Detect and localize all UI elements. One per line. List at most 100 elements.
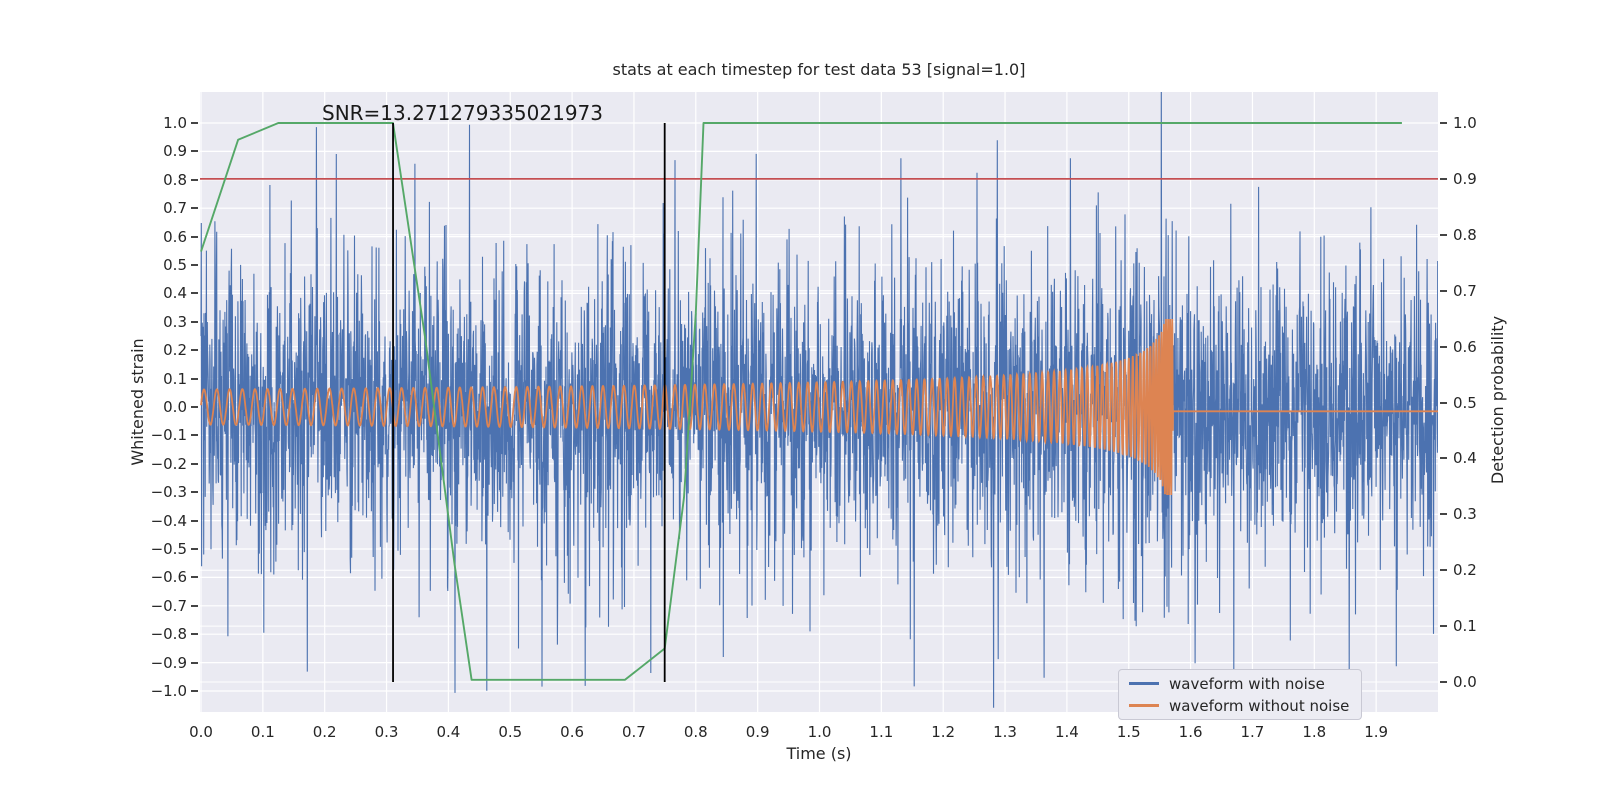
x-axis-label: Time (s) xyxy=(786,744,852,763)
x-tick-label: 1.0 xyxy=(807,723,832,741)
y-right-tick-label: 0.8 xyxy=(1453,225,1477,244)
y-right-tick-label: 0.1 xyxy=(1453,617,1477,636)
x-tick-label: 0.2 xyxy=(312,723,337,741)
x-tick-label: 1.3 xyxy=(993,723,1017,741)
y-left-tick-label: −1.0 xyxy=(150,682,187,700)
legend-swatch-blue-line xyxy=(1129,682,1159,685)
y-left-tick-mark xyxy=(191,207,198,210)
legend-entry-with-noise: waveform with noise xyxy=(1129,674,1351,693)
y-right-tick-label: 0.9 xyxy=(1453,169,1477,188)
x-tick-label: 0.5 xyxy=(498,723,523,741)
x-tick-label: 0.6 xyxy=(560,723,585,741)
x-tick-label: 0.4 xyxy=(436,723,461,741)
y-right-tick-mark xyxy=(1440,122,1447,124)
noise-waveform-path xyxy=(200,92,1438,708)
y-left-tick-label: −0.5 xyxy=(150,540,187,558)
chart-title: stats at each timestep for test data 53 … xyxy=(612,60,1026,79)
y-right-tick-mark xyxy=(1440,513,1447,516)
y-right-tick-mark xyxy=(1440,345,1447,348)
y-left-tick-label: −0.6 xyxy=(150,568,187,587)
y-left-tick-mark xyxy=(191,292,198,295)
y-left-tick-mark xyxy=(191,633,198,636)
y-left-tick-mark xyxy=(191,122,198,124)
x-tick-label: 1.5 xyxy=(1116,723,1141,741)
y-left-tick-label: 0.5 xyxy=(163,256,187,274)
x-tick-label: 1.9 xyxy=(1364,723,1389,741)
y-right-tick-mark xyxy=(1440,177,1447,180)
x-tick-label: 1.4 xyxy=(1054,723,1079,741)
legend-label: waveform without noise xyxy=(1169,696,1350,715)
y-right-tick-label: 0.6 xyxy=(1453,337,1477,356)
y-left-tick-mark xyxy=(191,349,198,352)
y-right-tick-mark xyxy=(1440,569,1447,572)
x-tick-label: 0.7 xyxy=(622,723,646,741)
y-left-tick-mark xyxy=(191,462,198,465)
y-right-tick-label: 0.7 xyxy=(1453,281,1477,300)
y-left-tick-label: −0.1 xyxy=(150,426,187,445)
y-left-tick-label: −0.2 xyxy=(150,454,187,473)
y-left-tick-mark xyxy=(191,264,198,266)
detection-probability-line xyxy=(200,122,1402,681)
y-left-tick-mark xyxy=(191,576,198,579)
y-left-tick-label: 1.0 xyxy=(163,114,187,132)
x-tick-label: 0.9 xyxy=(745,723,770,741)
x-tick-label: 1.7 xyxy=(1240,723,1265,741)
y-right-tick-mark xyxy=(1440,289,1447,292)
y-left-tick-mark xyxy=(191,320,198,323)
y-left-tick-label: −0.4 xyxy=(150,511,187,530)
y-right-tick-label: 0.5 xyxy=(1453,393,1477,412)
y-right-tick-mark xyxy=(1440,681,1447,683)
y-left-tick-mark xyxy=(191,690,198,692)
x-tick-label: 0.1 xyxy=(250,723,275,741)
x-tick-label: 1.2 xyxy=(931,723,956,741)
y-right-tick-mark xyxy=(1440,401,1447,404)
y-right-tick-label: 1.0 xyxy=(1453,114,1477,132)
y-right-tick-label: 0.4 xyxy=(1453,449,1477,468)
y-right-tick-mark xyxy=(1440,457,1447,460)
y-left-tick-mark xyxy=(191,434,198,437)
x-tick-label: 1.6 xyxy=(1178,723,1203,741)
x-tick-label: 0.3 xyxy=(374,723,399,741)
y-left-tick-label: −0.7 xyxy=(150,596,187,615)
y-left-tick-mark xyxy=(191,150,198,153)
y-left-tick-label: 0.2 xyxy=(163,341,187,360)
snr-annotation: SNR=13.271279335021973 xyxy=(322,101,603,125)
y-left-tick-mark xyxy=(191,406,198,408)
y-right-tick-label: 0.2 xyxy=(1453,561,1477,580)
x-tick-label: 1.8 xyxy=(1302,723,1327,741)
legend-entry-without-noise: waveform without noise xyxy=(1129,696,1351,715)
y-left-tick-mark xyxy=(191,661,198,664)
y-left-tick-mark xyxy=(191,178,198,181)
y-right-tick-mark xyxy=(1440,233,1447,236)
y-left-tick-label: 0.0 xyxy=(163,398,187,416)
x-tick-label: 0.8 xyxy=(683,723,708,741)
x-tick-label: 1.1 xyxy=(869,723,894,741)
y-left-tick-label: 0.8 xyxy=(163,170,187,189)
y-right-tick-mark xyxy=(1440,625,1447,628)
legend: waveform with noise waveform without noi… xyxy=(1118,669,1362,720)
y-right-tick-label: 0.3 xyxy=(1453,505,1477,524)
y-left-tick-mark xyxy=(191,604,198,607)
y-left-tick-label: 0.7 xyxy=(163,199,187,218)
y-left-tick-mark xyxy=(191,377,198,380)
y-left-tick-mark xyxy=(191,491,198,494)
y-right-tick-label: 0.0 xyxy=(1453,673,1477,691)
y-left-tick-label: 0.4 xyxy=(163,284,187,303)
y-left-tick-label: −0.9 xyxy=(150,653,187,672)
y-left-tick-mark xyxy=(191,548,198,550)
y-left-tick-label: 0.1 xyxy=(163,369,187,388)
y-left-tick-label: −0.3 xyxy=(150,483,187,502)
y-left-tick-label: −0.8 xyxy=(150,625,187,644)
legend-swatch-orange-line xyxy=(1129,704,1159,707)
plot-canvas xyxy=(200,92,1438,712)
clean-waveform-path xyxy=(200,318,1438,496)
y-left-tick-mark xyxy=(191,235,198,238)
x-tick-label: 0.0 xyxy=(189,723,213,741)
y-left-tick-label: 0.6 xyxy=(163,227,187,246)
legend-label: waveform with noise xyxy=(1169,674,1325,693)
y-left-tick-label: 0.3 xyxy=(163,312,187,331)
y-left-tick-label: 0.9 xyxy=(163,142,187,161)
y-left-tick-mark xyxy=(191,519,198,522)
plot-area xyxy=(200,92,1438,712)
